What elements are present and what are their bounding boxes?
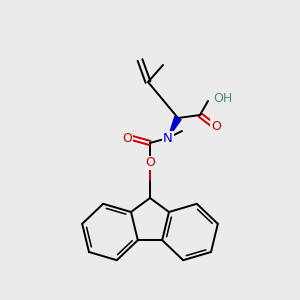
Polygon shape: [168, 116, 181, 138]
Text: OH: OH: [213, 92, 232, 106]
Text: O: O: [145, 157, 155, 169]
Text: N: N: [163, 131, 173, 145]
Text: O: O: [211, 119, 221, 133]
Text: O: O: [122, 131, 132, 145]
